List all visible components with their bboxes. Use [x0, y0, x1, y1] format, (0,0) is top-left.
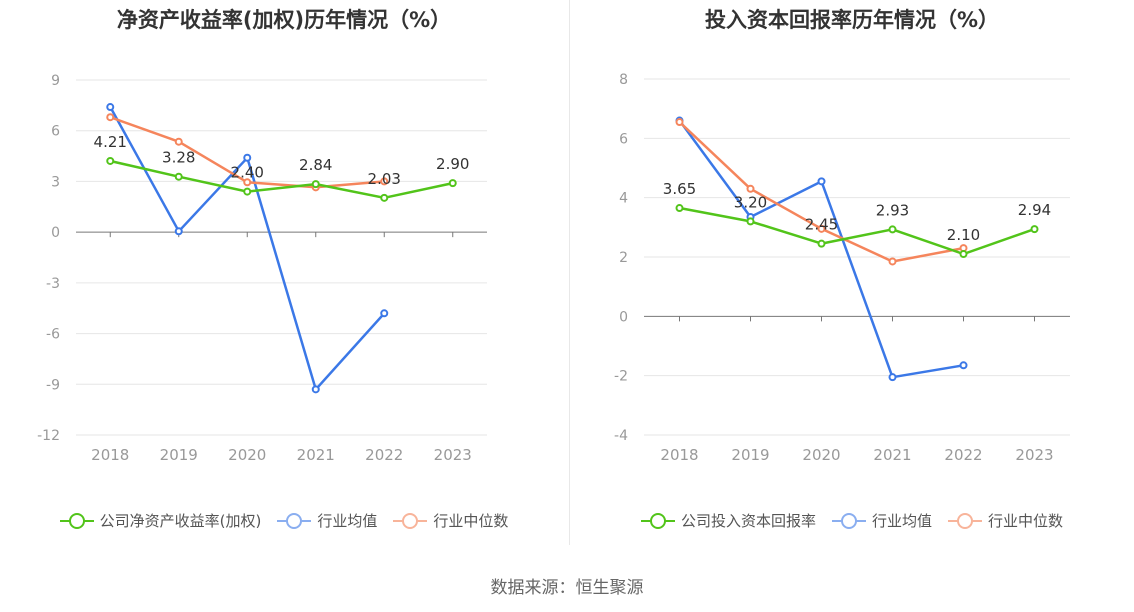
data-point-industry_median: [380, 177, 389, 186]
data-point-industry_avg: [380, 309, 389, 318]
data-point-industry_avg: [106, 103, 115, 112]
x-tick-label: 2019: [731, 446, 769, 464]
x-tick-label: 2020: [228, 446, 266, 464]
legend-label: 行业均值: [871, 512, 932, 530]
series-line-industry_avg: [678, 119, 964, 379]
data-point-industry_median: [675, 118, 684, 127]
chart-title: 净资产收益率(加权)历年情况（%）: [116, 8, 452, 32]
y-tick-label: -12: [37, 428, 60, 444]
data-point-industry_median: [174, 137, 183, 146]
data-label: 2.93: [876, 201, 909, 219]
data-label: 2.10: [947, 226, 980, 244]
roe-chart-panel: 净资产收益率(加权)历年情况（%） 9 6 3 0 -3 -6 -9 -12 2018 2019 2…: [0, 0, 568, 545]
roic-line-chart: 8 6 4 2 0 -2 -4 2018 2019 2020 2021 2022 2023 3.65 3.2…: [614, 72, 1070, 464]
data-point-industry_avg: [311, 385, 320, 394]
data-point-company: [675, 204, 684, 213]
legend-marker-icon: [277, 512, 312, 529]
data-point-company: [243, 187, 252, 196]
data-point-industry_avg: [243, 153, 252, 162]
legend-item-industry-avg[interactable]: 行业均值: [831, 510, 932, 531]
y-tick-label: 3: [51, 174, 60, 190]
data-point-company: [1030, 225, 1039, 234]
data-point-company: [174, 172, 183, 181]
chart-title: 投入资本回报率历年情况（%）: [704, 8, 1000, 32]
x-tick-label: 2021: [297, 446, 335, 464]
legend-item-industry-median[interactable]: 行业中位数: [393, 510, 508, 531]
x-tick-label: 2022: [365, 446, 403, 464]
roic-chart-panel: 投入资本回报率历年情况（%） 8 6 4 2 0 -2 -4 2018 2019 2020 2021…: [570, 0, 1134, 545]
roe-line-chart: 9 6 3 0 -3 -6 -9 -12 2018 2019 2020 2021 2022 2023 4.2…: [37, 73, 487, 464]
legend-marker-icon: [393, 512, 428, 529]
chart-legend: 公司投入资本回报率 行业均值 行业中位数: [570, 510, 1134, 531]
legend-marker-icon: [831, 512, 866, 529]
legend-label: 行业均值: [317, 512, 378, 530]
y-tick-label: -4: [614, 428, 628, 444]
data-label: 4.21: [94, 133, 127, 151]
y-tick-label: -6: [46, 327, 60, 343]
y-tick-label: 6: [51, 124, 60, 140]
data-point-industry_avg: [174, 227, 183, 236]
legend-item-company[interactable]: 公司净资产收益率(加权): [59, 510, 262, 531]
legend-marker-icon: [59, 512, 94, 529]
data-point-industry_median: [888, 257, 897, 266]
data-point-industry_median: [817, 224, 826, 233]
data-point-company: [106, 156, 115, 165]
data-point-industry_avg: [817, 177, 826, 186]
legend-marker-icon: [948, 512, 982, 529]
y-tick-label: 4: [619, 191, 628, 207]
data-point-industry_avg: [888, 373, 897, 382]
y-tick-label: 9: [51, 73, 60, 89]
data-point-industry_avg: [959, 361, 968, 370]
legend-item-industry-avg[interactable]: 行业均值: [277, 510, 377, 531]
data-label: 2.94: [1018, 201, 1051, 219]
series-line-company: [110, 159, 454, 200]
x-tick-label: 2023: [1015, 446, 1053, 464]
y-tick-label: -9: [46, 377, 60, 393]
x-tick-label: 2018: [660, 446, 698, 464]
legend-marker-icon: [640, 512, 675, 529]
legend-label: 公司投入资本回报率: [680, 512, 816, 530]
y-tick-label: 8: [619, 72, 628, 88]
legend-label: 公司净资产收益率(加权): [99, 512, 262, 530]
x-tick-label: 2018: [91, 446, 129, 464]
x-tick-label: 2023: [434, 446, 472, 464]
y-tick-label: 2: [619, 250, 628, 266]
data-label: 3.28: [162, 149, 195, 167]
series-line-industry_avg: [109, 106, 386, 391]
data-point-company: [817, 239, 826, 248]
data-label: 2.45: [805, 216, 838, 234]
data-point-company: [888, 225, 897, 234]
data-label: 3.65: [663, 180, 696, 198]
data-point-company: [959, 250, 968, 259]
data-point-company: [746, 217, 755, 226]
data-label: 2.03: [368, 170, 401, 188]
data-label: 2.40: [231, 164, 264, 182]
data-label: 2.90: [436, 155, 469, 173]
data-source-note: 数据来源：恒生聚源: [490, 578, 644, 598]
data-point-industry_median: [243, 178, 252, 187]
data-label: 2.84: [299, 156, 332, 174]
data-label: 3.20: [734, 193, 767, 211]
y-tick-label: 6: [619, 131, 628, 147]
series-line-company: [679, 206, 1035, 256]
data-point-company: [311, 180, 320, 189]
panel-divider: [569, 0, 570, 545]
chart-legend: 公司净资产收益率(加权) 行业均值 行业中位数: [0, 510, 568, 531]
y-tick-label: -2: [614, 369, 628, 385]
x-tick-label: 2022: [944, 446, 982, 464]
data-point-industry_median: [106, 113, 115, 122]
legend-label: 行业中位数: [988, 512, 1064, 530]
data-point-company: [380, 193, 389, 202]
y-tick-label: -3: [46, 276, 60, 292]
y-tick-label: 0: [51, 225, 60, 241]
data-point-company: [448, 179, 457, 188]
legend-item-industry-median[interactable]: 行业中位数: [948, 510, 1063, 531]
x-tick-label: 2021: [873, 446, 911, 464]
legend-item-company[interactable]: 公司投入资本回报率: [640, 510, 816, 531]
data-point-industry_median: [746, 184, 755, 193]
x-tick-label: 2019: [160, 446, 198, 464]
x-tick-label: 2020: [802, 446, 840, 464]
y-tick-label: 0: [619, 309, 628, 325]
legend-label: 行业中位数: [433, 512, 509, 530]
